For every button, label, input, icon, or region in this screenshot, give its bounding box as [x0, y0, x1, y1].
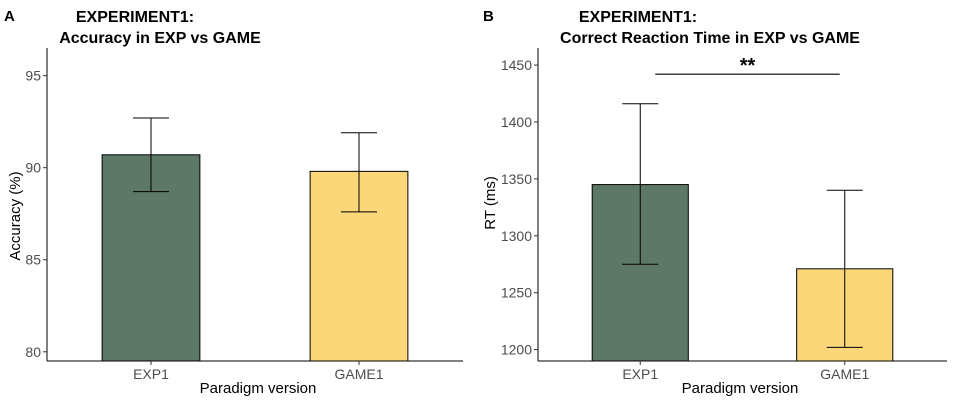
- chart-title-line2: Correct Reaction Time in EXP vs GAME: [560, 30, 860, 47]
- y-tick-label: 1250: [501, 285, 532, 301]
- panel-accuracy: A EXPERIMENT1: Accuracy in EXP vs GAME A…: [4, 8, 463, 397]
- chart-title-line2: Accuracy in EXP vs GAME: [59, 30, 261, 47]
- x-tick-label: GAME1: [820, 366, 869, 382]
- y-tick-label: 80: [25, 344, 41, 360]
- chart-title-line1: EXPERIMENT1:: [76, 9, 194, 26]
- y-tick-label: 85: [25, 252, 41, 268]
- y-tick-label: 1350: [501, 171, 532, 187]
- y-tick-label: 95: [25, 68, 41, 84]
- chart-title-line1: EXPERIMENT1:: [579, 9, 697, 26]
- y-tick-label: 1400: [501, 114, 532, 130]
- y-axis-label: Accuracy (%): [7, 171, 24, 260]
- y-axis-label: RT (ms): [482, 176, 499, 230]
- panel-letter-a: A: [4, 8, 15, 25]
- x-tick-label: EXP1: [622, 366, 658, 382]
- y-tick-label: 1200: [501, 342, 532, 358]
- y-tick-label: 1450: [501, 57, 532, 73]
- x-axis-label: Paradigm version: [200, 380, 317, 397]
- x-axis-label: Paradigm version: [682, 380, 799, 397]
- panel-reaction-time: B EXPERIMENT1: Correct Reaction Time in …: [482, 8, 947, 397]
- panel-letter-b: B: [483, 8, 494, 25]
- y-tick-label: 1300: [501, 228, 532, 244]
- y-tick-label: 90: [25, 160, 41, 176]
- x-tick-label: EXP1: [133, 366, 169, 382]
- x-tick-label: GAME1: [334, 366, 383, 382]
- significance-label: **: [740, 55, 756, 77]
